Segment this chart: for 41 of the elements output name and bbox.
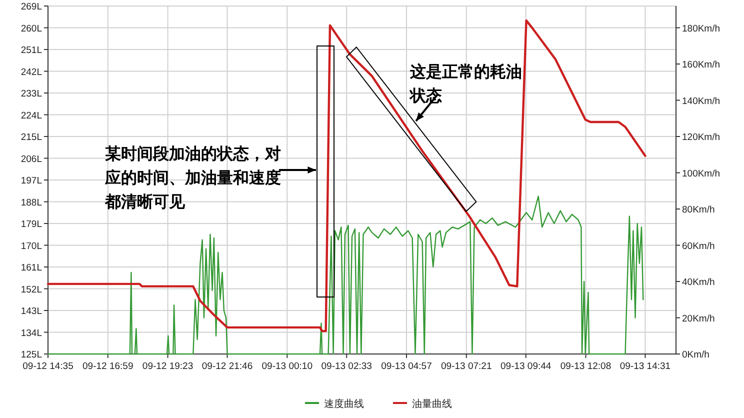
x-tick-label: 09-12 16:59	[82, 361, 134, 372]
annotation: 某时间段加油的状态，对应的时间、加油量和速度都清晰可见	[105, 143, 282, 213]
x-tick-label: 09-13 04:57	[381, 361, 432, 372]
x-tick-label: 09-13 09:44	[500, 361, 552, 372]
y2-tick-label: 20Km/h	[682, 313, 715, 324]
y2-tick-label: 60Km/h	[682, 240, 715, 252]
x-tick-label: 09-12 19:23	[142, 361, 194, 372]
y-tick-label: 233L	[20, 88, 42, 100]
x-tick-label: 09-13 00:10	[262, 361, 312, 372]
x-tick-label: 09-12 14:35	[22, 361, 74, 372]
x-tick-label: 09-13 12:08	[560, 361, 612, 372]
y-tick-label: 134L	[20, 328, 42, 339]
y-tick-label: 260L	[20, 23, 42, 34]
y-tick-label: 197L	[20, 176, 42, 186]
y-tick-label: 125L	[20, 350, 42, 360]
y2-tick-label: 140Km/h	[682, 96, 720, 107]
legend-label: 油量曲线	[412, 398, 452, 410]
y-tick-label: 170L	[20, 240, 42, 252]
y2-tick-label: 160Km/h	[682, 60, 720, 70]
y-tick-label: 179L	[20, 219, 42, 230]
y-tick-label: 224L	[20, 110, 42, 122]
y-tick-label: 161L	[20, 262, 42, 274]
y2-tick-label: 40Km/h	[682, 277, 715, 288]
x-tick-label: 09-13 07:21	[441, 361, 492, 372]
x-tick-label: 09-13 14:31	[620, 361, 671, 372]
y-tick-label: 206L	[20, 154, 42, 165]
y2-tick-label: 180Km/h	[682, 23, 720, 34]
y-tick-label: 269L	[20, 2, 42, 12]
y-tick-label: 143L	[20, 306, 42, 317]
y-tick-label: 215L	[20, 132, 42, 143]
y-tick-label: 188L	[20, 197, 42, 208]
x-tick-label: 09-13 02:33	[321, 361, 372, 372]
y2-tick-label: 0Km/h	[682, 350, 710, 360]
legend-label: 速度曲线	[324, 398, 364, 410]
y-tick-label: 152L	[20, 284, 42, 296]
x-tick-label: 09-12 21:46	[202, 361, 253, 372]
y-tick-label: 242L	[20, 66, 42, 78]
y-tick-label: 251L	[20, 45, 42, 56]
y2-tick-label: 120Km/h	[682, 132, 720, 143]
y2-tick-label: 80Km/h	[682, 204, 715, 216]
y2-tick-label: 100Km/h	[682, 168, 720, 180]
